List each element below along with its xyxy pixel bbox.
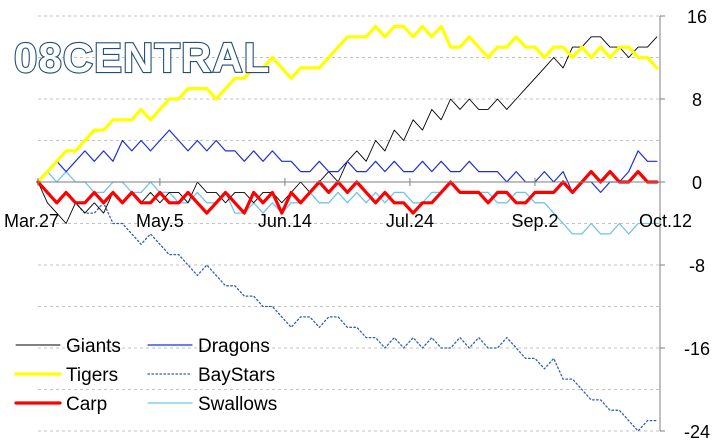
legend-label: Swallows xyxy=(198,394,277,415)
x-tick-label: Jun.14 xyxy=(258,211,312,231)
x-tick-label: Oct.12 xyxy=(639,211,692,231)
series-line-swallows xyxy=(37,170,658,235)
legend-label: BayStars xyxy=(198,365,275,386)
y-tick-labels: 16 8 0 -8 -16 -24 xyxy=(684,7,710,442)
y-tick-label: 16 xyxy=(687,7,707,27)
legend-item-giants: Giants xyxy=(15,336,121,357)
y-tick-label: 8 xyxy=(692,90,702,110)
series-line-tigers xyxy=(36,24,659,184)
y-tick-label: 0 xyxy=(692,173,702,193)
x-tick-labels: Mar.27 May.5 Jun.14 Jul.24 Sep.2 Oct.12 xyxy=(4,211,692,231)
legend-label: Carp xyxy=(66,394,107,415)
legend-label: Giants xyxy=(66,336,121,357)
legend-item-baystars: BayStars xyxy=(147,365,275,386)
x-tick-label: May.5 xyxy=(136,211,184,231)
chart-title: 08CENTRAL xyxy=(14,34,270,81)
y-tick-label: -8 xyxy=(689,256,705,276)
legend-item-swallows: Swallows xyxy=(147,394,277,415)
legend-item-tigers: Tigers xyxy=(14,365,118,386)
axes xyxy=(37,15,665,432)
x-tick-label: Mar.27 xyxy=(4,211,59,231)
gridlines xyxy=(38,15,660,432)
series-line-carp xyxy=(36,170,659,215)
y-tick-label: -16 xyxy=(684,339,710,359)
x-tick-label: Sep.2 xyxy=(511,211,558,231)
y-tick-label: -24 xyxy=(684,422,710,442)
legend-label: Tigers xyxy=(66,365,118,386)
x-tick-label: Jul.24 xyxy=(386,211,434,231)
legend-label: Dragons xyxy=(198,336,270,357)
legend-item-carp: Carp xyxy=(14,394,107,415)
legend-item-dragons: Dragons xyxy=(147,336,270,357)
series-line-baystars xyxy=(37,181,658,432)
legend: Giants Dragons Tigers BayStars Carp Swallows xyxy=(14,336,277,415)
